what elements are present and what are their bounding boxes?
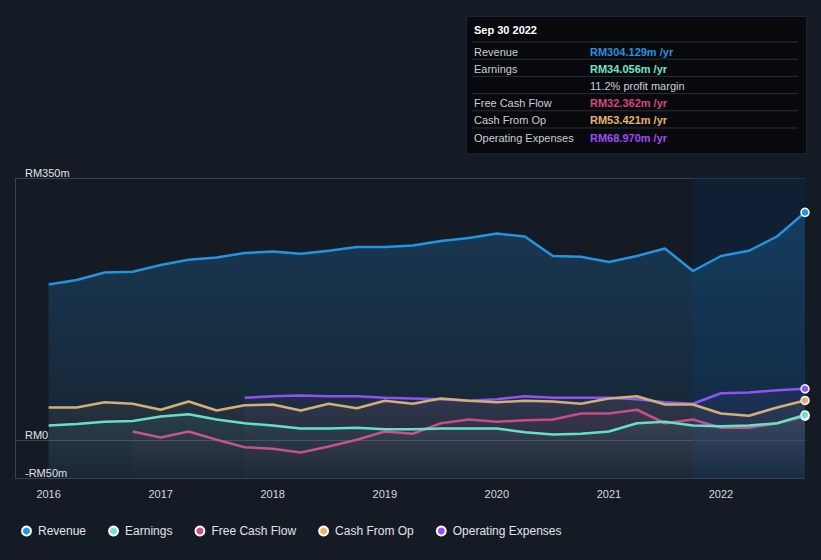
svg-text:RM53.421m /yr: RM53.421m /yr — [590, 114, 668, 126]
svg-text:RM304.129m /yr: RM304.129m /yr — [590, 46, 674, 58]
svg-text:RM32.362m /yr: RM32.362m /yr — [590, 97, 668, 109]
svg-text:Cash From Op: Cash From Op — [335, 524, 414, 538]
svg-text:2017: 2017 — [148, 488, 172, 500]
svg-text:2019: 2019 — [373, 488, 397, 500]
svg-text:2018: 2018 — [260, 488, 284, 500]
svg-text:2021: 2021 — [597, 488, 621, 500]
svg-text:Cash From Op: Cash From Op — [474, 114, 546, 126]
svg-text:Sep 30 2022: Sep 30 2022 — [474, 24, 537, 36]
svg-text:Operating Expenses: Operating Expenses — [453, 524, 562, 538]
svg-text:RM0: RM0 — [25, 429, 48, 441]
svg-text:Operating Expenses: Operating Expenses — [474, 132, 574, 144]
svg-text:Revenue: Revenue — [38, 524, 86, 538]
svg-text:RM34.056m /yr: RM34.056m /yr — [590, 63, 668, 75]
svg-text:Free Cash Flow: Free Cash Flow — [211, 524, 296, 538]
svg-text:11.2% profit margin: 11.2% profit margin — [590, 80, 685, 92]
svg-text:2016: 2016 — [36, 488, 60, 500]
svg-text:RM350m: RM350m — [25, 167, 70, 179]
svg-text:2020: 2020 — [485, 488, 509, 500]
svg-text:Revenue: Revenue — [474, 46, 518, 58]
svg-text:Free Cash Flow: Free Cash Flow — [474, 97, 552, 109]
svg-text:-RM50m: -RM50m — [25, 466, 68, 479]
svg-text:Earnings: Earnings — [125, 524, 172, 538]
svg-text:Earnings: Earnings — [474, 63, 518, 75]
svg-text:RM68.970m /yr: RM68.970m /yr — [590, 132, 668, 144]
svg-text:2022: 2022 — [709, 488, 733, 500]
